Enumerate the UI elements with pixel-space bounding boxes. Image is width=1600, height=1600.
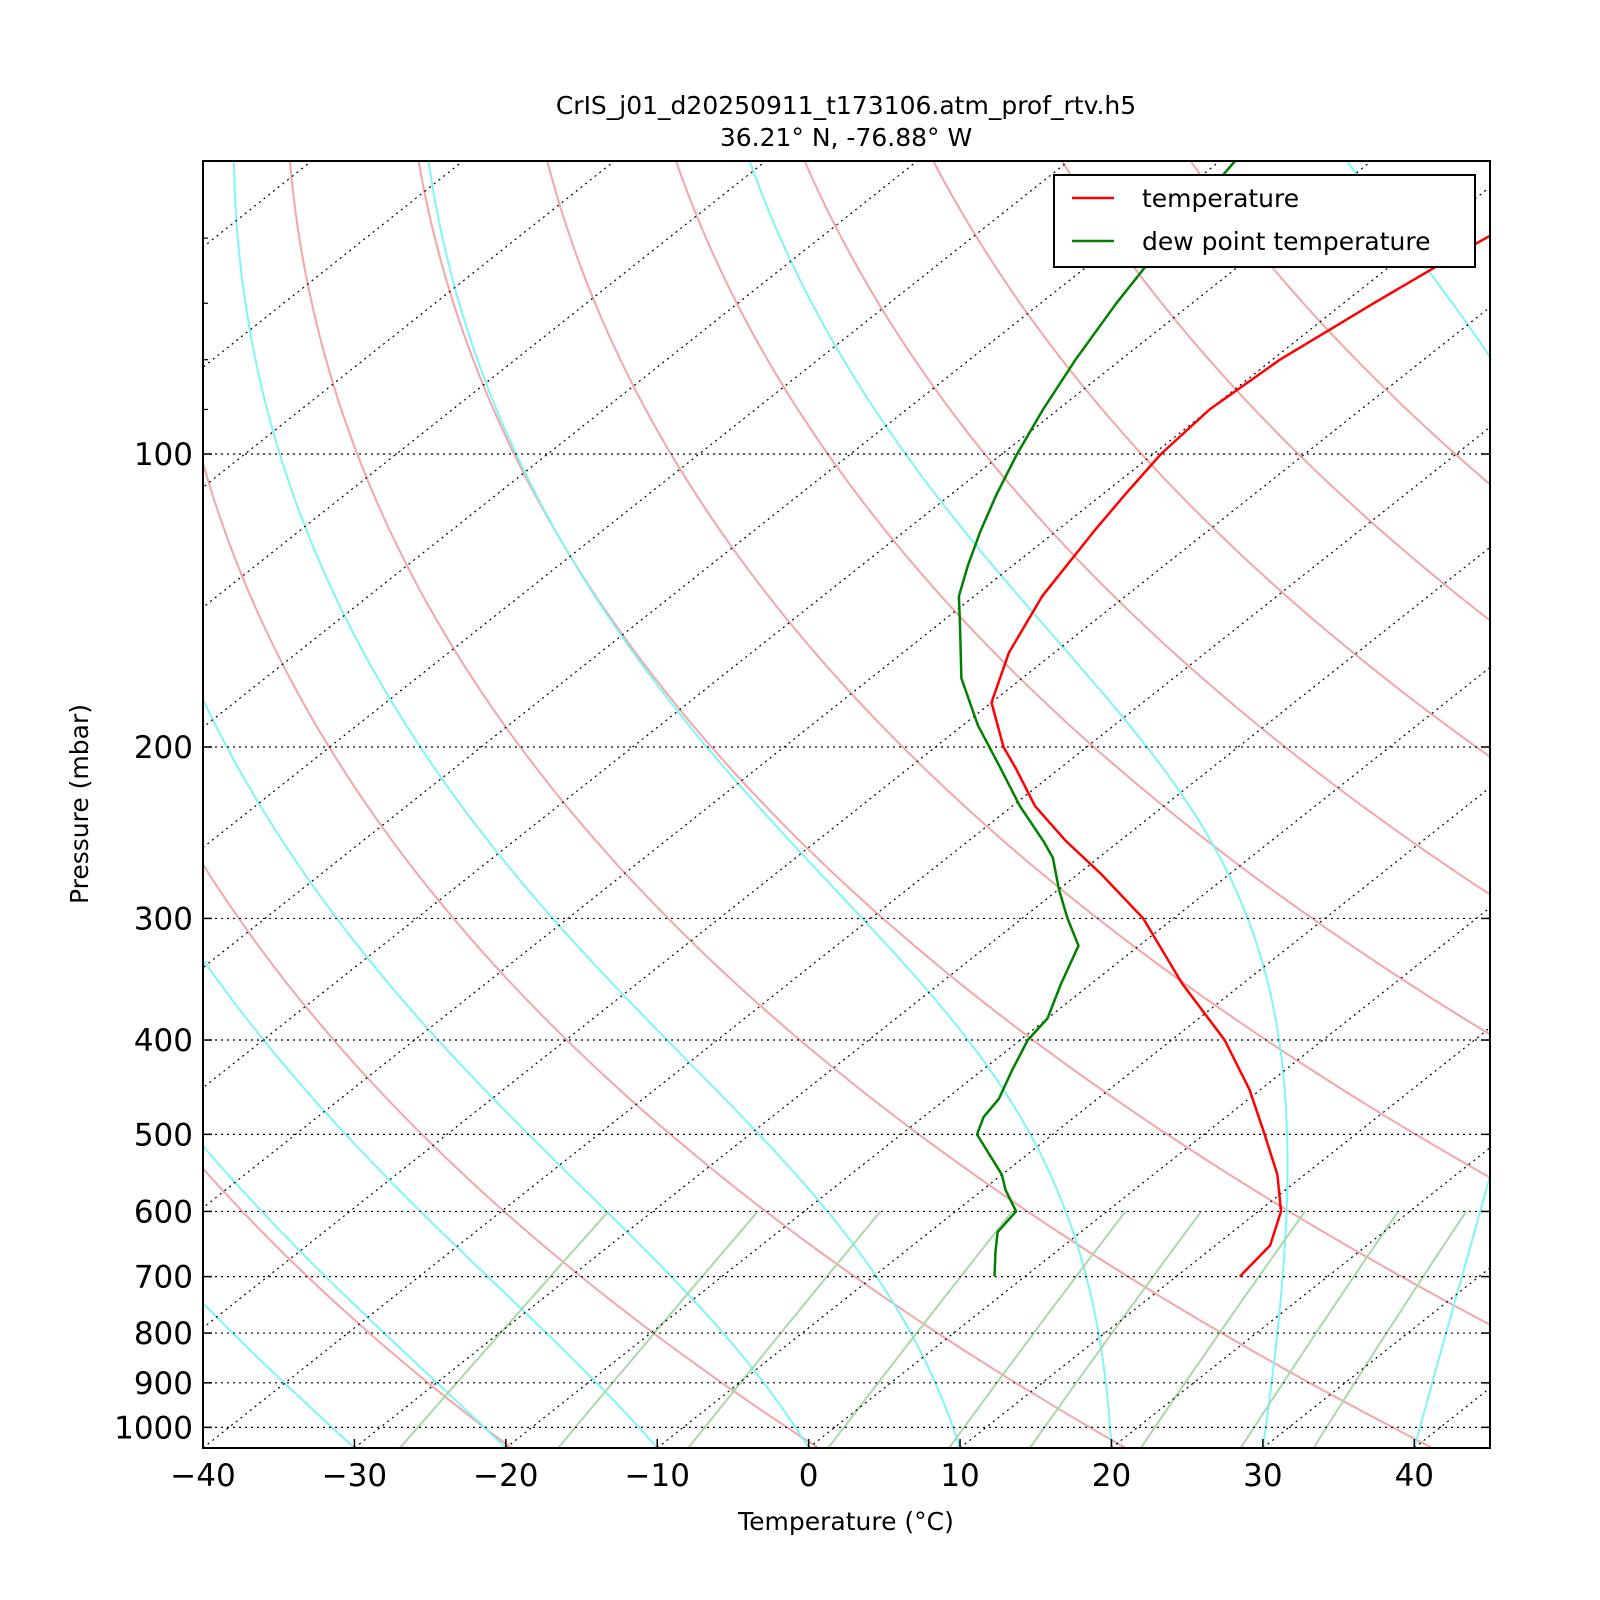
mixing-ratio-line — [1239, 1210, 1400, 1448]
moist-adiabat-line — [427, 161, 1113, 1448]
series-line-dewpoint — [957, 161, 1237, 1277]
mixing-ratio-line — [687, 1210, 882, 1448]
moist-adiabat-line — [203, 1301, 356, 1448]
x-tick-label: −40 — [170, 1458, 235, 1494]
mixing-ratio-line — [827, 1210, 1013, 1448]
x-tick-label: 0 — [799, 1458, 819, 1494]
legend-label-temperature: temperature — [1142, 184, 1299, 213]
series-line-temperature — [990, 234, 1490, 1278]
mixing-ratio-line — [557, 1210, 759, 1448]
y-tick-label: 800 — [134, 1316, 193, 1352]
dry-adiabat-line — [1189, 161, 1490, 486]
dry-adiabat-line — [932, 161, 1490, 759]
y-tick-label: 200 — [134, 730, 193, 766]
x-tick-label: −10 — [625, 1458, 690, 1494]
mixing-ratio-line — [1028, 1210, 1202, 1448]
dry-adiabat-line — [203, 1166, 512, 1448]
y-tick-label: 700 — [134, 1260, 193, 1296]
chart-subtitle: 36.21° N, -76.88° W — [720, 123, 972, 152]
y-tick-label: 500 — [134, 1117, 193, 1153]
dry-adiabat-line — [1061, 161, 1490, 622]
chart-title: CrIS_j01_d20250911_t173106.atm_prof_rtv.… — [556, 91, 1136, 120]
x-tick-label: −30 — [322, 1458, 387, 1494]
y-tick-label: 1000 — [114, 1410, 193, 1446]
moist-adiabat-line — [203, 697, 810, 1448]
x-axis-label: Temperature (°C) — [737, 1507, 954, 1536]
x-tick-label: −20 — [473, 1458, 538, 1494]
dry-adiabat-line — [417, 161, 1490, 1326]
dry-adiabat-line — [203, 459, 1126, 1448]
mixing-ratio-line — [1312, 1210, 1468, 1448]
x-tick-label: 30 — [1243, 1458, 1282, 1494]
y-tick-label: 400 — [134, 1023, 193, 1059]
plot-frame — [202, 160, 1491, 1449]
moist-adiabat-line — [232, 161, 962, 1448]
mixing-ratio-line — [948, 1210, 1127, 1448]
x-tick-label: 40 — [1395, 1458, 1434, 1494]
x-tick-label: 10 — [940, 1458, 979, 1494]
moist-adiabat-line — [1346, 161, 1490, 1448]
moist-adiabat-line — [203, 1144, 507, 1448]
dry-adiabat-line — [674, 161, 1490, 1036]
y-axis-label: Pressure (mbar) — [65, 704, 94, 904]
series-lines — [957, 161, 1490, 1278]
x-tick-label: 20 — [1092, 1458, 1131, 1494]
y-tick-label: 300 — [134, 901, 193, 937]
dry-adiabat-line — [203, 862, 819, 1448]
y-tick-label: 100 — [134, 437, 193, 473]
moist-adiabat-line — [748, 161, 1289, 1448]
dry-adiabat-line — [803, 161, 1490, 896]
background-lines — [203, 161, 1490, 1448]
y-tick-label: 900 — [134, 1366, 193, 1402]
legend: temperature dew point temperature — [1053, 174, 1476, 268]
legend-box — [1053, 174, 1476, 268]
dry-adiabat-line — [546, 161, 1490, 1179]
y-tick-label: 600 — [134, 1194, 193, 1230]
mixing-ratio-line — [1140, 1210, 1306, 1448]
axis-ticks: −40 −30 −20 −10 0 10 20 30 40 100 200 300 400 500 600 7… — [114, 237, 1490, 1494]
dry-adiabat-line — [288, 161, 1433, 1448]
legend-label-dewpoint: dew point temperature — [1142, 227, 1431, 256]
moist-adiabat-line — [203, 957, 658, 1448]
mixing-ratio-line — [399, 1210, 610, 1448]
